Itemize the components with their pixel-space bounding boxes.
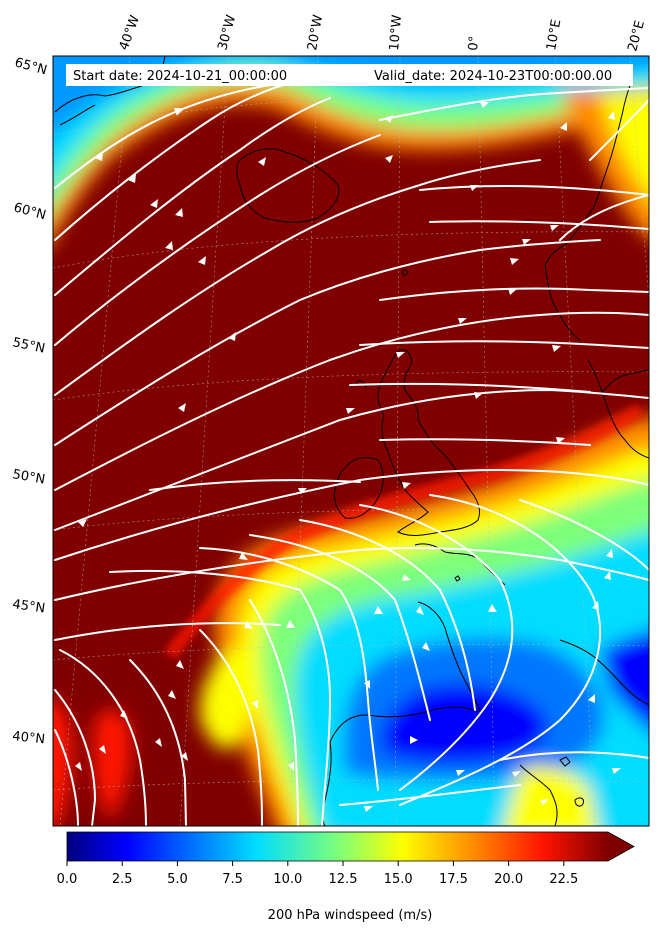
- colorbar-tick-label: 12.5: [329, 872, 358, 887]
- lat-label: 60°N: [12, 200, 48, 223]
- streamline: [299, 519, 476, 711]
- streamline: [54, 134, 381, 346]
- streamline: [54, 79, 301, 241]
- coastline-norway: [544, 79, 633, 266]
- longitude-labels: 40°W 30°W 20°W 10°W 0° 10°E 20°E: [117, 13, 648, 53]
- streamline: [249, 599, 299, 826]
- streamline: [359, 340, 649, 349]
- streamline: [399, 494, 601, 806]
- colorbar-tick-label: 2.5: [112, 872, 133, 887]
- lon-label: 0°: [466, 35, 482, 51]
- lat-label: 45°N: [11, 597, 46, 616]
- lon-label: 10°E: [544, 18, 564, 51]
- lat-label: 65°N: [13, 55, 49, 78]
- lon-label: 40°W: [117, 13, 143, 52]
- streamline: [54, 159, 541, 396]
- streamline: [199, 547, 379, 791]
- streamline: [339, 784, 521, 806]
- colorbar-label: 200 hPa windspeed (m/s): [268, 908, 433, 923]
- streamline: [199, 629, 263, 826]
- streamline: [54, 84, 271, 189]
- lon-label: 10°W: [387, 14, 405, 51]
- header-background: [66, 64, 633, 86]
- streamline: [149, 479, 361, 491]
- streamline: [54, 311, 649, 491]
- latitude-labels: 65°N 60°N 55°N 50°N 45°N 40°N: [11, 55, 48, 747]
- streamline: [54, 729, 79, 826]
- streamline: [59, 649, 147, 826]
- lon-label: 20°W: [305, 14, 326, 52]
- streamline: [379, 287, 649, 301]
- colorbar-tick-label: 22.5: [549, 872, 578, 887]
- streamline: [129, 659, 187, 826]
- lon-label: 20°E: [625, 19, 648, 53]
- streamline: [499, 751, 649, 761]
- streamline: [54, 97, 331, 296]
- lon-label: 30°W: [215, 13, 239, 52]
- streamline: [54, 547, 649, 601]
- colorbar-tick-label: 20.0: [494, 872, 523, 887]
- streamline: [54, 622, 281, 641]
- streamline: [519, 499, 649, 571]
- map-panel: [53, 56, 649, 826]
- map-frame: [52, 55, 650, 827]
- streamline: [559, 194, 649, 241]
- colorbar: 0.0 2.5 5.0 7.5 10.0 12.5 15.0 17.5 20.0 22.5 200…: [57, 831, 635, 923]
- streamline: [249, 534, 431, 721]
- streamline: [54, 239, 601, 446]
- colorbar-tick-label: 17.5: [439, 872, 468, 887]
- coastline-iceland: [236, 148, 340, 223]
- start-date-label: Start date: 2024-10-21_00:00:00: [73, 69, 287, 84]
- streamline: [429, 220, 649, 230]
- streamline: [54, 689, 97, 826]
- valid-date-label: Valid_date: 2024-10-23T00:00:00.00: [374, 69, 612, 84]
- colorbar-extend-arrow: [608, 832, 634, 861]
- lat-label: 40°N: [12, 729, 46, 747]
- streamline: [379, 438, 591, 446]
- colorbar-tick-label: 7.5: [222, 872, 243, 887]
- colorbar-tick-label: 10.0: [273, 872, 302, 887]
- colorbar-tick-label: 0.0: [57, 872, 78, 887]
- colorbar-tick-label: 5.0: [167, 872, 188, 887]
- streamline: [109, 569, 332, 826]
- streamline: [589, 99, 649, 161]
- streamline-arrows: [75, 102, 621, 812]
- colorbar-ticks: 0.0 2.5 5.0 7.5 10.0 12.5 15.0 17.5 20.0 22.5: [57, 861, 578, 887]
- lat-label: 55°N: [11, 335, 46, 356]
- lat-label: 50°N: [11, 467, 46, 487]
- colorbar-tick-label: 15.0: [384, 872, 413, 887]
- streamline: [419, 184, 649, 196]
- colorbar-outline: [66, 831, 635, 862]
- streamline: [379, 87, 649, 121]
- streamlines: [54, 79, 649, 826]
- date-header: Start date: 2024-10-21_00:00:00 Valid_da…: [66, 64, 633, 86]
- colorbar-gradient: [67, 832, 608, 861]
- streamline: [349, 382, 591, 393]
- streamline: [359, 504, 514, 791]
- streamline: [54, 469, 649, 561]
